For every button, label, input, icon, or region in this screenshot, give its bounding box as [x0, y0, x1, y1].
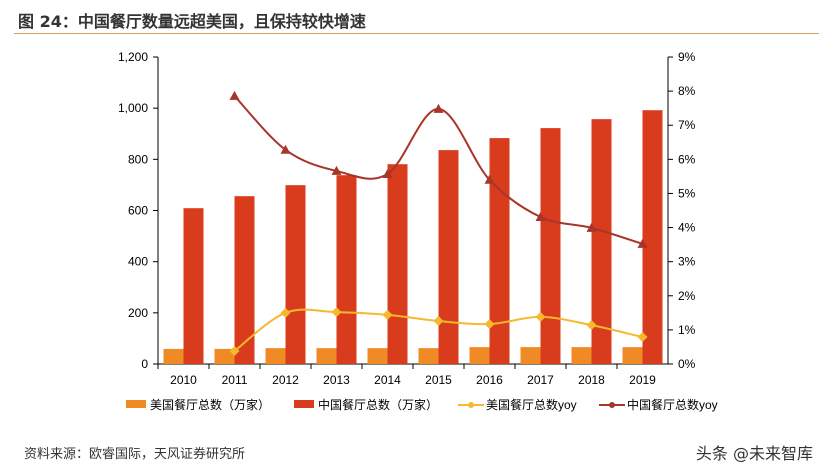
legend-marker: [609, 402, 615, 408]
left-tick-label: 800: [128, 152, 148, 166]
left-tick-label: 600: [128, 204, 148, 218]
us-bar: [622, 347, 643, 364]
china-bar: [183, 208, 204, 364]
us-yoy-point: [484, 319, 495, 330]
china-bar: [285, 185, 306, 364]
legend-marker: [468, 402, 474, 408]
china-yoy-point: [637, 238, 648, 248]
us-bar: [367, 348, 388, 364]
title-divider: [14, 33, 819, 34]
legend-label: 中国餐厅总数yoy: [627, 397, 718, 412]
us-yoy-point: [535, 311, 546, 322]
china-bar: [540, 128, 561, 364]
us-bar: [214, 348, 235, 364]
us-bar: [316, 348, 337, 364]
us-yoy-point: [229, 346, 240, 357]
us-bar: [418, 348, 439, 364]
x-tick-label: 2011: [222, 373, 248, 387]
x-tick-label: 2010: [170, 373, 197, 387]
china-bar: [336, 175, 357, 364]
x-tick-label: 2018: [578, 373, 605, 387]
chart: 0 200 400 600 800 1,000 1,200 0% 1% 2% 3% 4% 5% 6% 7% 8…: [118, 50, 718, 412]
right-tick-label: 8%: [678, 84, 696, 98]
right-tick-label: 3%: [678, 255, 696, 269]
left-tick-label: 200: [128, 306, 148, 320]
china-yoy-point: [229, 90, 240, 100]
us-bar: [520, 347, 541, 364]
china-yoy-point: [280, 144, 291, 154]
right-tick-label: 2%: [678, 289, 696, 303]
right-tick-label: 6%: [678, 152, 696, 166]
us-yoy-point: [433, 316, 444, 327]
left-tick-label: 400: [128, 255, 148, 269]
right-tick-label: 4%: [678, 221, 696, 235]
china-bar: [591, 119, 612, 364]
right-tick-label: 1%: [678, 323, 696, 337]
figure-title: 图 24：中国餐厅数量远超美国，且保持较快增速: [18, 12, 366, 31]
x-tick-label: 2012: [272, 373, 299, 387]
us-yoy-point: [331, 307, 342, 318]
us-yoy-point: [637, 332, 648, 343]
source-note: 资料来源：欧睿国际，天风证券研究所: [24, 447, 246, 462]
us-bar: [571, 347, 592, 364]
x-tick-label: 2016: [476, 373, 503, 387]
china-yoy-point: [331, 165, 342, 175]
left-tick-label: 1,200: [118, 50, 148, 64]
us-yoy-point: [586, 320, 597, 331]
right-tick-label: 0%: [678, 357, 696, 371]
legend-label: 美国餐厅总数（万家）: [150, 397, 270, 412]
china-bar: [234, 196, 255, 364]
us-yoy-point: [382, 309, 393, 320]
china-yoy-point: [484, 174, 495, 184]
legend-label: 美国餐厅总数yoy: [486, 397, 577, 412]
right-tick-label: 7%: [678, 118, 696, 132]
us-yoy-point: [280, 307, 291, 318]
x-tick-label: 2017: [527, 373, 554, 387]
left-tick-label: 1,000: [118, 101, 148, 115]
china-bar: [642, 110, 663, 364]
china-yoy-point: [433, 103, 444, 113]
legend-label: 中国餐厅总数（万家）: [318, 397, 438, 412]
china-yoy-point: [535, 211, 546, 221]
legend-swatch: [126, 400, 146, 408]
china-yoy-point: [586, 222, 597, 232]
china-bar: [387, 164, 408, 364]
right-tick-label: 9%: [678, 50, 696, 64]
right-tick-label: 5%: [678, 186, 696, 200]
china-bar: [489, 138, 510, 364]
legend-swatch: [294, 400, 314, 408]
us-bar: [265, 348, 286, 364]
x-tick-label: 2019: [629, 373, 656, 387]
x-tick-label: 2013: [323, 373, 350, 387]
china-bar: [438, 150, 459, 364]
china-yoy-point: [382, 169, 393, 179]
x-tick-label: 2015: [425, 373, 452, 387]
us-bar: [469, 347, 490, 364]
watermark: 头条 @未来智库: [695, 444, 813, 463]
us-bar: [163, 348, 184, 364]
x-tick-label: 2014: [374, 373, 401, 387]
left-tick-label: 0: [141, 357, 148, 371]
